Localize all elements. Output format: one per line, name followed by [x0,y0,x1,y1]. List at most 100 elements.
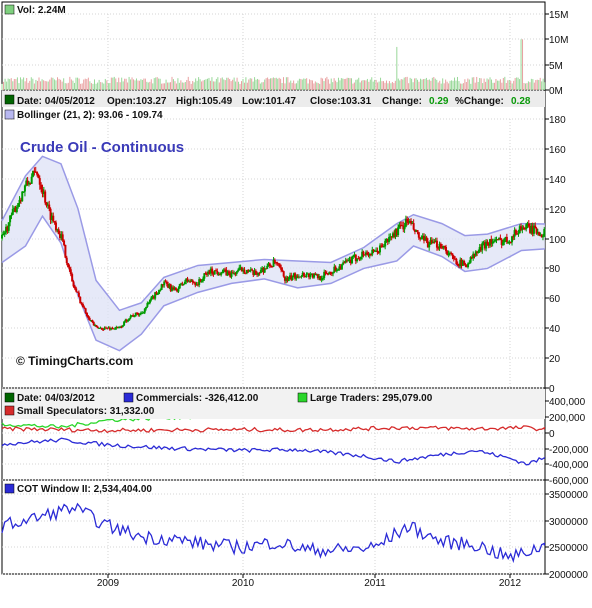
candle-body [128,318,131,321]
candle-body [518,226,521,234]
candle-body [345,260,348,262]
candle-body [145,306,148,309]
low-label: Low:101.47 [242,96,296,107]
candle-body [272,260,275,267]
candle-body [208,271,211,274]
candle-body [106,327,109,329]
candle-body [461,260,464,266]
candle-body [229,273,232,277]
candle-body [139,312,142,315]
candle-body [129,316,132,319]
candle-body [377,252,380,254]
candle-body [325,273,328,275]
candle-body [57,229,60,234]
candle-body [540,235,543,238]
candle-body [189,281,192,283]
candle-body [108,327,111,330]
candle-body [222,269,225,272]
candle-body [159,289,162,291]
candle-body [366,252,369,255]
candle-body [95,325,98,327]
volume-panel-frame [1,1,546,91]
candle-body [107,327,110,329]
candle-body [304,275,307,278]
candle-body [348,259,351,261]
candle-body [247,269,250,272]
candle-body [120,326,123,328]
candle-body [353,254,356,256]
candle-body [115,327,118,329]
candle-body [64,244,67,258]
candle-body [426,241,429,248]
candle-body [535,228,538,234]
candle-body [41,189,44,194]
candle-body [452,256,455,259]
candle-body [289,275,292,278]
high-label: High:105.49 [176,96,233,107]
candle-body [235,271,238,274]
candle-body [114,328,117,330]
candle-body [424,237,427,241]
candle-body [442,246,445,248]
candle-body [85,312,88,316]
candle-body [441,247,444,249]
candle-body [468,262,471,264]
candle-body [292,273,295,278]
candle-body [126,320,129,322]
candle-body [6,226,9,231]
candle-body [249,269,252,271]
candle-body [335,269,338,272]
candle-body [141,312,144,314]
candle-body [209,268,212,274]
candle-body [132,315,135,317]
cot-window-swatch [4,483,15,494]
cot-y-tick-label: -400,000 [549,460,589,471]
candle-body [244,272,247,274]
candle-body [199,279,202,282]
candle-body [277,263,280,265]
candle-body [487,243,490,246]
candle-body [264,268,267,270]
candle-body [364,252,367,255]
candle-body [530,225,533,233]
candle-body [173,287,176,290]
candle-body [234,273,237,275]
candle-body [407,221,410,223]
volume-y-tick-label: 15M [549,10,568,21]
candle-body [187,281,190,283]
candle-body [79,296,82,304]
candle-body [90,320,93,322]
candle-body [464,264,467,266]
candle-body [412,223,415,230]
cot-window-label: COT Window II: 2,534,404.00 [17,484,152,495]
candle-body [309,274,312,278]
cot-window-y-tick-label: 2500000 [549,543,588,554]
candle-body [457,265,460,267]
candle-body [116,327,119,329]
candle-body [181,283,184,285]
candle-body [522,227,525,229]
candle-body [491,241,494,244]
candle-body [503,238,506,243]
candle-body [176,290,179,292]
candle-body [363,254,366,256]
candle-body [182,284,185,286]
candle-body [180,283,183,285]
candle-body [160,284,163,290]
change-value: 0.29 [429,96,449,107]
candle-body [294,273,297,279]
candle-body [447,253,450,255]
candle-body [239,267,242,269]
price-y-tick-label: 100 [549,235,566,246]
candle-body [77,292,80,297]
candle-body [98,327,101,329]
candle-body [321,278,324,280]
watermark: © TimingCharts.com [16,354,133,368]
candle-body [371,249,374,255]
candle-body [286,277,289,281]
candle-body [270,265,273,267]
candle-body [494,239,497,242]
chart-title: Crude Oil - Continuous [20,139,184,156]
candle-body [104,327,107,329]
